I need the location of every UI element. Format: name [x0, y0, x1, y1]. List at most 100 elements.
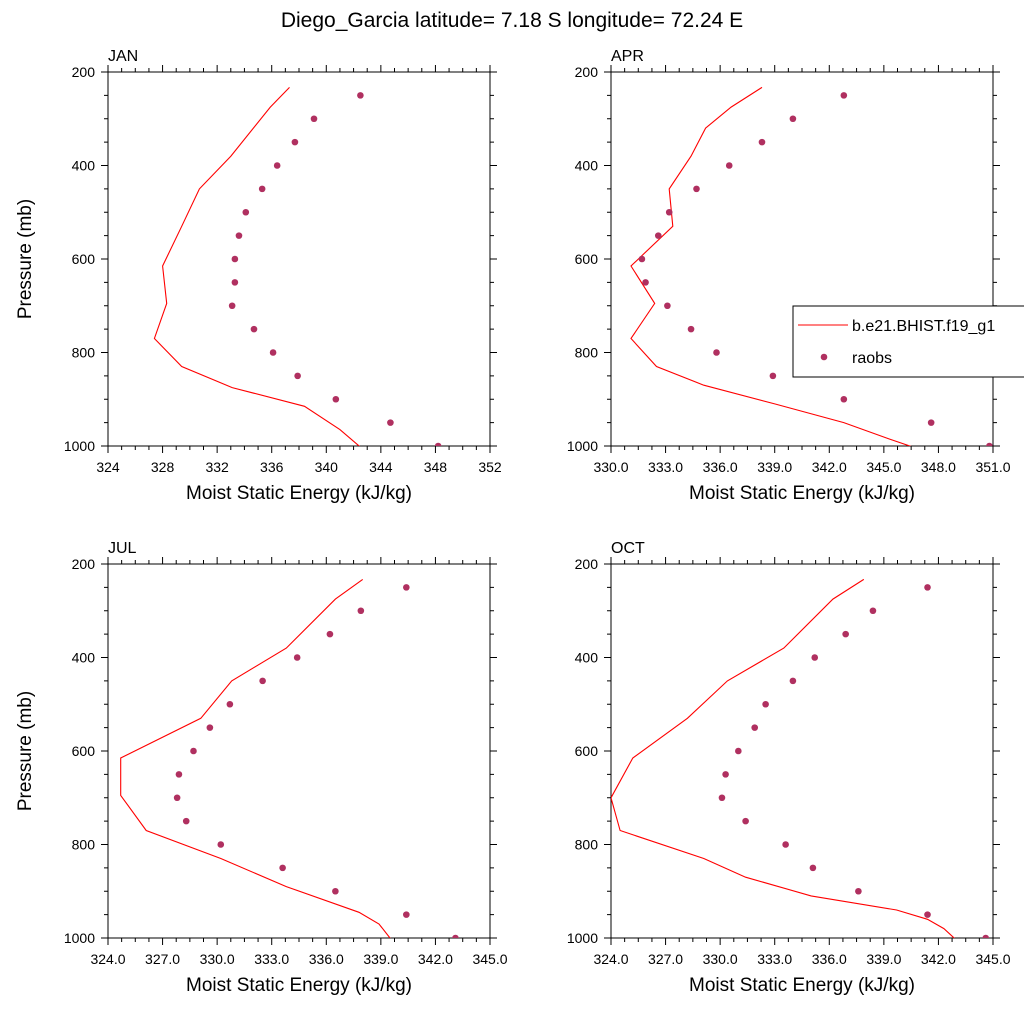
plot-data: [611, 578, 990, 938]
raobs-point: [782, 841, 789, 848]
x-tick-label: 339.0: [866, 951, 901, 967]
y-tick-label: 400: [575, 650, 599, 666]
panels: 324 328 332 336 340 344 348 352 200 400 600 800 1000…: [15, 48, 1011, 996]
legend-marker-swatch: [820, 353, 828, 361]
x-tick-label: 345.0: [866, 459, 901, 475]
model-profile-line: [120, 578, 391, 938]
raobs-point: [840, 395, 848, 403]
raobs-point: [722, 771, 729, 778]
raobs-point: [326, 630, 334, 638]
x-tick-label: 330.0: [593, 459, 628, 475]
x-tick-label: 336.0: [703, 459, 738, 475]
legend-box: [792, 305, 1024, 378]
x-tick-label: 342.0: [812, 459, 847, 475]
y-axis-label: Pressure (mb): [15, 199, 36, 319]
raobs-point: [718, 794, 726, 802]
panel-jan: 324 328 332 336 340 344 348 352 200 400 600 800 1000…: [15, 48, 502, 504]
raobs-point: [269, 349, 277, 356]
raobs-point: [206, 724, 214, 731]
raobs-point: [713, 349, 720, 356]
raobs-point: [924, 911, 931, 918]
raobs-point: [357, 607, 365, 615]
x-axis-label: Moist Static Energy (kJ/kg): [186, 483, 412, 504]
y-tick-label: 600: [72, 251, 96, 267]
raobs-point: [654, 232, 662, 239]
raobs-point: [291, 138, 299, 146]
raobs-point: [228, 302, 236, 310]
plot-frame: [610, 563, 994, 939]
panel-oct: 324.0 327.0 330.0 333.0 336.0 339.0 342.0 345.0…: [567, 540, 1011, 996]
x-tick-label: 336.0: [812, 951, 847, 967]
x-tick-label: 348: [424, 459, 448, 475]
raobs-point: [279, 864, 286, 872]
y-tick-label: 400: [72, 650, 96, 666]
y-tick-label: 1000: [567, 930, 598, 946]
y-tick-label: 1000: [64, 930, 95, 946]
y-tick-label: 800: [72, 837, 96, 853]
plot-frame: [107, 563, 491, 939]
x-tick-label: 333.0: [648, 459, 683, 475]
raobs-point: [758, 138, 766, 146]
raobs-point: [811, 654, 819, 661]
raobs-point: [332, 395, 340, 403]
model-profile-line: [630, 86, 912, 446]
raobs-point: [693, 185, 700, 193]
x-tick-label: 351.0: [975, 459, 1010, 475]
x-axis-label: Moist Static Energy (kJ/kg): [186, 975, 412, 996]
raobs-point: [751, 724, 759, 731]
plot-data: [630, 86, 993, 446]
y-tick-label: 200: [72, 64, 96, 80]
raobs-point: [403, 911, 410, 918]
raobs-point: [687, 325, 695, 333]
x-tick-label: 336.0: [309, 951, 344, 967]
y-tick-label: 1000: [567, 438, 598, 454]
raobs-point: [855, 887, 862, 895]
y-tick-label: 400: [72, 158, 96, 174]
panel-label: JAN: [108, 48, 138, 65]
raobs-point: [664, 302, 671, 310]
plot-frame: [610, 71, 994, 447]
y-tick-label: 800: [575, 837, 599, 853]
raobs-point: [986, 442, 993, 446]
raobs-point: [332, 887, 339, 895]
raobs-point: [294, 372, 301, 380]
raobs-point: [982, 934, 990, 938]
x-tick-label: 324: [96, 459, 120, 475]
panel-label: JUL: [108, 540, 137, 557]
x-tick-label: 345.0: [975, 951, 1010, 967]
raobs-point: [403, 584, 410, 591]
raobs-point: [642, 279, 649, 286]
y-tick-label: 1000: [64, 438, 95, 454]
x-axis-label: Moist Static Energy (kJ/kg): [689, 483, 915, 504]
raobs-point: [742, 817, 749, 825]
raobs-point: [434, 442, 442, 446]
raobs-point: [273, 162, 281, 169]
raobs-point: [231, 255, 239, 263]
y-tick-label: 800: [72, 345, 96, 361]
y-tick-label: 200: [72, 556, 96, 572]
y-tick-label: 600: [575, 743, 599, 759]
x-tick-label: 333.0: [757, 951, 792, 967]
plot-data: [120, 578, 459, 938]
legend-obs-label: raobs: [852, 350, 892, 367]
x-tick-label: 340: [315, 459, 339, 475]
raobs-point: [789, 677, 797, 685]
raobs-point: [927, 419, 935, 426]
raobs-point: [809, 864, 817, 872]
raobs-point: [258, 185, 266, 193]
raobs-point: [259, 677, 266, 685]
raobs-point: [173, 794, 181, 802]
x-tick-label: 344: [369, 459, 393, 475]
x-tick-label: 339.0: [363, 951, 398, 967]
y-tick-label: 400: [575, 158, 599, 174]
raobs-point: [226, 700, 234, 708]
raobs-point: [242, 208, 250, 216]
x-tick-label: 342.0: [921, 951, 956, 967]
x-tick-label: 324.0: [593, 951, 628, 967]
raobs-point: [310, 115, 318, 123]
plot-frame: [107, 71, 491, 447]
y-tick-label: 600: [575, 251, 599, 267]
x-tick-label: 342.0: [418, 951, 453, 967]
